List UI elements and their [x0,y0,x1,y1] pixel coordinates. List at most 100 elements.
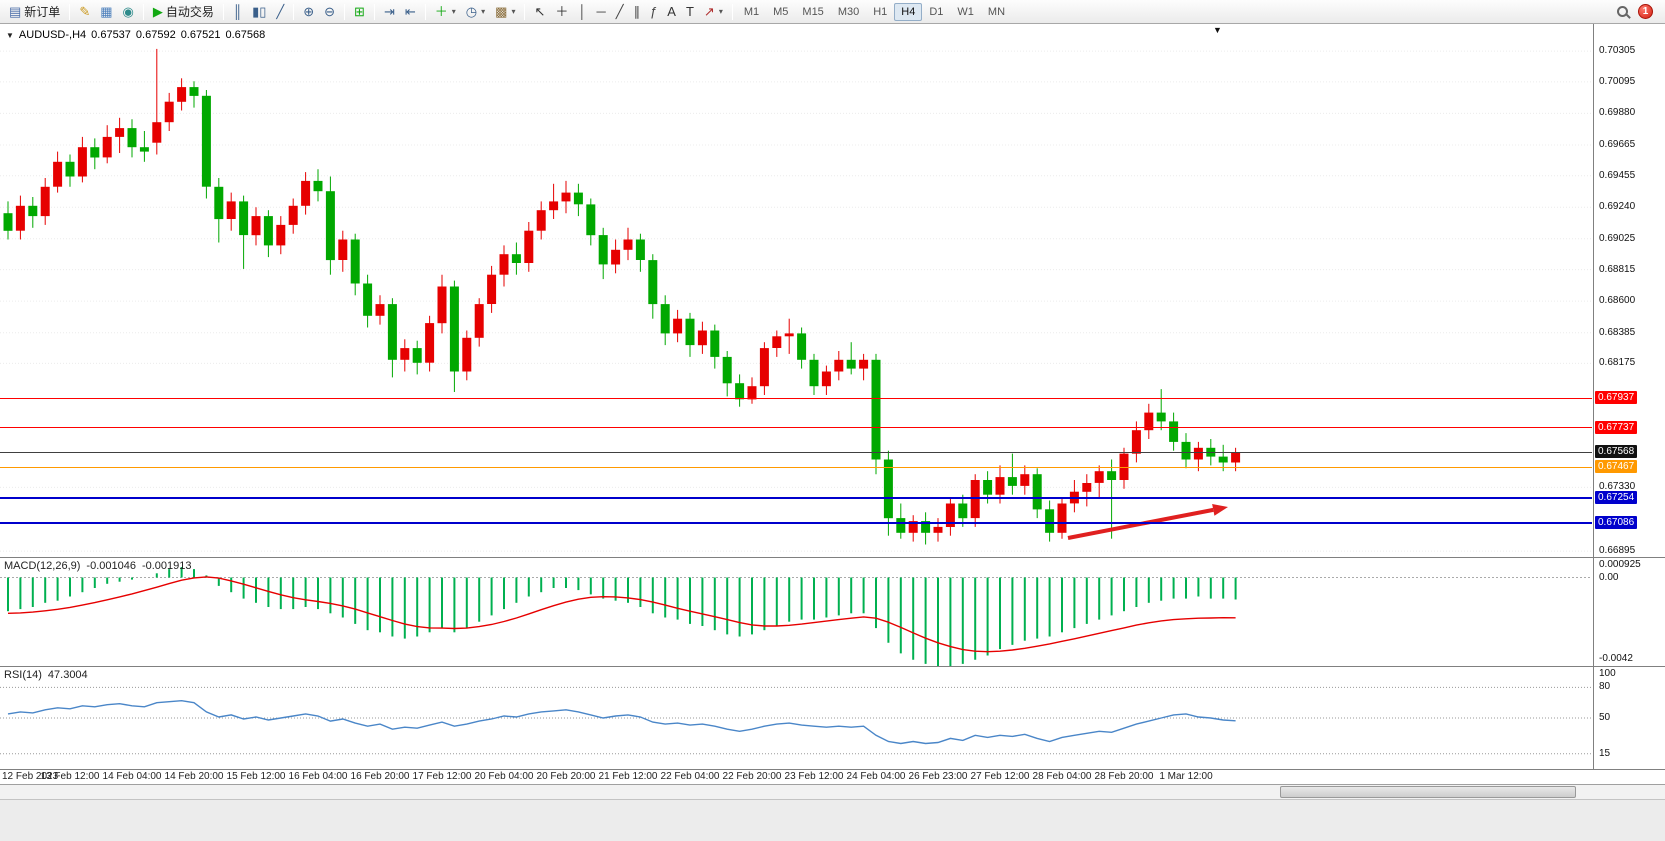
timeframe-mn-button[interactable]: MN [987,5,1006,18]
tile-windows-button[interactable]: ⊞ [349,2,370,22]
metaeditor-button[interactable]: ✎ [74,2,95,22]
crosshair-button[interactable]: ＋ [550,2,573,22]
candlestick [995,465,1005,504]
time-axis-label: 1 Mar 12:00 [1159,771,1213,782]
line-chart-button[interactable]: ╱ [271,2,289,22]
chart-shift-button[interactable]: ⇤ [400,2,421,22]
candlestick [710,324,720,369]
tile-windows-icon: ⊞ [354,3,365,19]
candlestick [3,201,13,240]
market-watch-button[interactable]: ▦ [95,2,117,22]
resistance-line-2[interactable] [0,427,1592,429]
timeframe-w1-button[interactable]: W1 [957,5,974,18]
zoom-out-button[interactable]: ⊖ [319,2,340,22]
resistance-line-2-price-tag: 0.67737 [1595,420,1638,434]
vertical-line-button[interactable]: │ [573,2,591,22]
toolbar-separator [293,3,295,20]
candlestick [263,210,273,258]
candlestick [239,195,249,269]
candlestick [1069,480,1079,513]
chart-window: ▼ AUDUSD-,H4 0.67537 0.67592 0.67521 0.67568 … [0,24,1665,784]
candlestick-chart-button[interactable]: ▮▯ [247,2,271,22]
timeframe-h1-button[interactable]: H1 [873,5,888,18]
rsi-indicator-panel[interactable]: RSI(14) 47.3004 80 50 15 100 [0,667,1665,769]
autotrading-button[interactable]: ▶ 自动交易 [148,2,219,22]
toolbar-separator [731,3,733,20]
fibonacci-button[interactable]: ƒ [645,2,662,22]
price-axis-label: 0.69665 [1599,138,1636,150]
cursor-button[interactable]: ↖ [529,2,550,22]
timeframe-m15-button[interactable]: M15 [802,5,824,18]
text-button[interactable]: A [662,2,681,22]
support-line-2[interactable] [0,522,1592,525]
candlestick [747,377,757,404]
templates-button[interactable]: ▩ ▾ [490,2,520,22]
candlestick [449,280,459,392]
candlestick [573,183,583,217]
pivot-line[interactable] [0,466,1592,468]
low-price: 0.67521 [180,29,221,41]
navigator-button[interactable]: ◉ [118,2,139,22]
candlestick [1144,403,1154,439]
time-axis-label: 17 Feb 12:00 [412,771,472,782]
candlestick [958,494,968,527]
equidistant-channel-button[interactable]: ∥ [629,2,646,22]
text-label-button[interactable]: T [681,2,699,22]
support-line-1[interactable] [0,497,1592,500]
arrows-button[interactable]: ↗ ▾ [699,2,728,22]
rsi-title: RSI(14) [4,669,42,681]
price-axis-label: 0.66895 [1599,545,1636,557]
resistance-line-1[interactable] [0,397,1592,399]
panel-resize-handle[interactable] [0,769,1665,770]
horizontal-line-button[interactable]: ─ [592,2,611,22]
symbol-dropdown-icon[interactable]: ▼ [6,31,14,40]
time-axis-label: 12 Feb 2023 [2,771,59,782]
chart-shift-icon: ⇤ [404,3,416,19]
autoscroll-icon: ⇥ [383,3,395,19]
periods-button[interactable]: ◷ ▾ [461,2,490,22]
current-price-line[interactable] [0,451,1592,453]
panel-resize-handle[interactable] [0,666,1665,667]
timeframe-m1-button[interactable]: M1 [743,5,760,18]
panel-resize-handle[interactable] [0,557,1665,558]
zoom-in-button[interactable]: ⊕ [298,2,319,22]
timeframe-m30-button[interactable]: M30 [837,5,860,18]
time-axis-label: 15 Feb 12:00 [226,771,286,782]
time-axis-label: 20 Feb 20:00 [536,771,596,782]
search-icon[interactable] [1617,6,1628,17]
timeframe-d1-button[interactable]: D1 [929,5,944,18]
timeframe-h4-button[interactable]: H4 [894,2,923,21]
candlestick [53,151,63,193]
price-chart-panel[interactable]: ▼ AUDUSD-,H4 0.67537 0.67592 0.67521 0.67568 … [0,24,1665,557]
new-order-button[interactable]: ▤ 新订单 [4,2,65,22]
macd-indicator-panel[interactable]: MACD(12,26,9) -0.001046 -0.001913 0.000925… [0,558,1665,666]
candlestick [15,195,25,240]
chevron-down-icon: ▾ [481,7,486,16]
rsi-level-label: 15 [1599,747,1611,759]
candlestick [437,274,447,334]
bars-chart-icon: ║ [232,3,243,19]
rsi-axis-max-label: 100 [1599,668,1616,679]
candlestick [1082,474,1092,507]
chart-shift-marker[interactable]: ▼ [1213,25,1222,35]
candlestick [586,198,596,246]
candlestick [387,298,397,378]
trendline-button[interactable]: ╱ [611,2,629,22]
timeframe-m5-button[interactable]: M5 [773,5,789,18]
scrollbar-thumb[interactable] [1280,786,1576,798]
macd-signal-line [7,576,1236,653]
toolbar-separator [142,3,144,20]
candlestick [412,340,422,375]
toolbar-separator [222,3,224,20]
horizontal-scrollbar[interactable] [0,784,1665,799]
bars-chart-button[interactable]: ║ [228,2,247,22]
candlestick [635,233,645,272]
autoscroll-button[interactable]: ⇥ [379,2,400,22]
indicators-button[interactable]: ＋ ▾ [430,2,461,22]
new-order-icon: ▤ [9,3,22,19]
notification-badge[interactable]: 1 [1638,4,1653,19]
chevron-down-icon: ▾ [718,7,723,16]
candlestick [648,254,658,319]
autotrading-icon: ▶ [152,3,163,19]
indicators-icon: ＋ [434,3,448,19]
